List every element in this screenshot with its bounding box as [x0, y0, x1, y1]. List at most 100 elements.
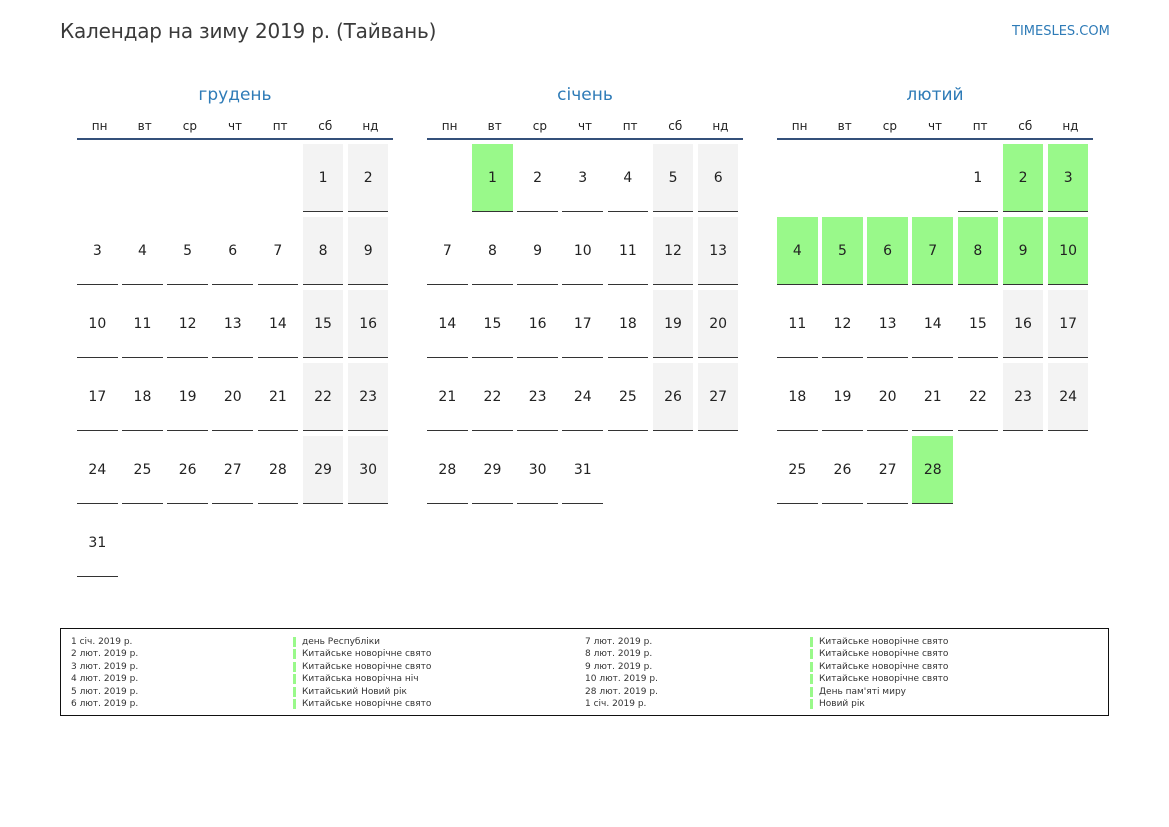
day-cell: 6	[867, 217, 908, 285]
legend-date: 4 лют. 2019 р.	[71, 674, 139, 685]
week-row: 28 29 30 31	[427, 436, 743, 509]
day-cell: 7	[912, 217, 954, 285]
day-cell: 13	[867, 290, 908, 358]
day-cell: 20	[697, 290, 739, 358]
day-cell: 13	[212, 290, 254, 358]
day-cell: 27	[697, 363, 739, 431]
weekday-header: пн вт ср чт пт сб нд	[77, 108, 393, 140]
week-row: 11 12 13 14 15 16 17	[777, 290, 1093, 363]
weekday-label: нд	[712, 119, 729, 133]
day-cell: 14	[257, 290, 299, 358]
legend-row: 5 лют. 2019 р. Китайський Новий рік 28 лют…	[61, 686, 1108, 698]
empty-cell	[258, 144, 299, 212]
weekday-label: пт	[272, 119, 288, 133]
week-row: 10 11 12 13 14 15 16	[77, 290, 393, 363]
empty-cell	[77, 144, 118, 212]
day-cell: 5	[822, 217, 863, 285]
week-row: 17 18 19 20 21 22 23	[77, 363, 393, 436]
day-cell: 14	[912, 290, 954, 358]
weekday-header: пн вт ср чт пт сб нд	[427, 108, 743, 140]
legend-holiday-name: Китайське новорічне свято	[293, 649, 431, 660]
empty-cell	[912, 144, 953, 212]
day-cell: 22	[957, 363, 999, 431]
weekday-label: ср	[182, 119, 197, 133]
day-cell: 21	[427, 363, 468, 431]
day-cell: 7	[257, 217, 299, 285]
empty-cell	[348, 509, 389, 577]
empty-cell	[303, 509, 344, 577]
day-cell: 23	[1002, 363, 1044, 431]
empty-cell	[427, 144, 468, 212]
day-cell: 12	[167, 290, 208, 358]
empty-cell	[867, 144, 908, 212]
day-cell: 22	[302, 363, 344, 431]
day-cell: 5	[652, 144, 694, 212]
day-cell: 27	[212, 436, 254, 504]
day-cell: 16	[517, 290, 558, 358]
weekday-label: вт	[137, 119, 152, 133]
day-cell: 3	[77, 217, 118, 285]
day-cell: 31	[77, 509, 118, 577]
day-cell: 18	[777, 363, 818, 431]
day-cell: 3	[1047, 144, 1089, 212]
day-cell: 17	[77, 363, 118, 431]
day-cell: 11	[777, 290, 818, 358]
day-cell: 9	[517, 217, 558, 285]
empty-cell	[167, 144, 208, 212]
day-cell: 8	[302, 217, 344, 285]
weekday-label: чт	[227, 119, 243, 133]
empty-cell	[958, 436, 999, 504]
day-cell: 21	[912, 363, 954, 431]
legend-row: 6 лют. 2019 р. Китайське новорічне свято 1…	[61, 698, 1108, 710]
day-cell: 19	[652, 290, 694, 358]
day-cell: 18	[122, 363, 163, 431]
month-name: січень	[557, 85, 613, 105]
day-cell: 4	[607, 144, 649, 212]
day-cell: 4	[777, 217, 818, 285]
day-cell: 3	[562, 144, 604, 212]
month-2: лютий пн вт ср чт пт сб нд 1 2 3 4 5 6 7 8 9 10 11 12 13 14 15…	[777, 84, 1093, 509]
weekday-label: нд	[362, 119, 379, 133]
site-link[interactable]: TIMESLES.COM	[1012, 24, 1110, 39]
week-row: 7 8 9 10 11 12 13	[427, 217, 743, 290]
day-cell: 26	[822, 436, 863, 504]
month-name: лютий	[906, 85, 964, 105]
day-cell: 28	[427, 436, 468, 504]
day-cell: 21	[257, 363, 299, 431]
legend-holiday-name: Китайське новорічне свято	[810, 649, 948, 660]
day-cell: 24	[562, 363, 604, 431]
legend-holiday-name: Китайське новорічне свято	[810, 661, 948, 672]
day-cell: 1	[957, 144, 999, 212]
legend-date: 1 січ. 2019 р.	[585, 698, 647, 709]
empty-cell	[698, 436, 739, 504]
empty-cell	[258, 509, 299, 577]
weekday-label: сб	[668, 119, 683, 133]
day-cell: 25	[777, 436, 818, 504]
empty-cell	[212, 509, 253, 577]
week-row: 31	[77, 509, 393, 582]
day-cell: 8	[957, 217, 999, 285]
legend-date: 6 лют. 2019 р.	[71, 698, 139, 709]
day-cell: 1	[302, 144, 344, 212]
day-cell: 24	[1047, 363, 1089, 431]
day-cell: 25	[122, 436, 163, 504]
empty-cell	[822, 144, 863, 212]
day-cell: 27	[867, 436, 908, 504]
month-1: січень пн вт ср чт пт сб нд 1 2 3 4 5 6 7 8 9 10 11 12 13 14 1…	[427, 84, 743, 509]
day-cell: 6	[697, 144, 739, 212]
day-cell: 11	[122, 290, 163, 358]
day-cell: 9	[347, 217, 389, 285]
empty-cell	[777, 144, 818, 212]
legend-date: 10 лют. 2019 р.	[585, 674, 658, 685]
day-cell: 5	[167, 217, 208, 285]
legend-date: 7 лют. 2019 р.	[585, 637, 653, 647]
holiday-legend: 1 січ. 2019 р. день Республіки 7 лют. 2019…	[60, 628, 1109, 716]
legend-holiday-name: Китайська новорічна ніч	[293, 674, 419, 685]
legend-holiday-name: День пам'яті миру	[810, 686, 906, 697]
legend-holiday-name: Китайське новорічне свято	[810, 637, 948, 647]
day-cell: 12	[652, 217, 694, 285]
day-cell: 30	[347, 436, 389, 504]
weekday-label: чт	[577, 119, 593, 133]
week-row: 21 22 23 24 25 26 27	[427, 363, 743, 436]
